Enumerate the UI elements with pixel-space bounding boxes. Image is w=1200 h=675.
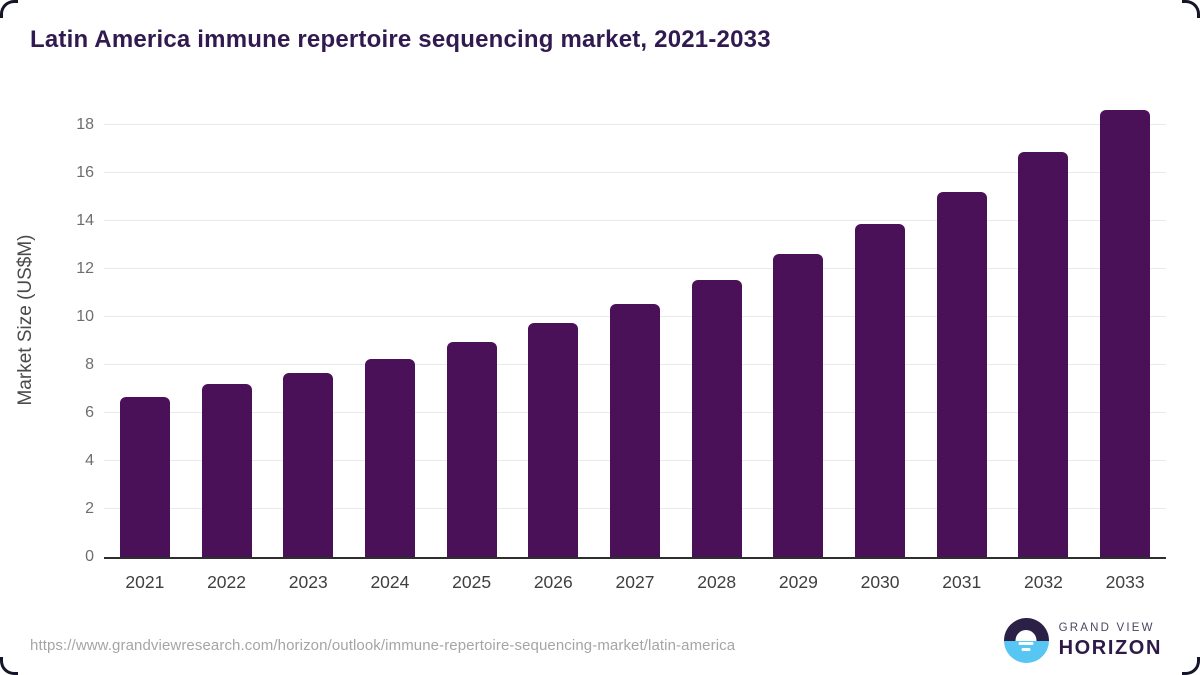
rounded-corner-top-left (0, 0, 18, 18)
plot-area (104, 96, 1166, 559)
x-axis-tick-labels: 2021 2022 2023 2024 2025 2026 2027 2028 2029 2030… (104, 572, 1166, 598)
x-tick-label: 2023 (288, 572, 328, 592)
bar-2026[interactable] (528, 322, 579, 557)
bar-2027[interactable] (610, 303, 660, 557)
footer: https://www.grandviewresearch.com/horizo… (0, 613, 1200, 675)
y-tick-label: 16 (76, 163, 94, 181)
y-tick-label: 8 (85, 355, 94, 373)
bar-2032[interactable] (1018, 152, 1069, 557)
x-tick-label: 2030 (860, 572, 900, 592)
logo-product-name: HORIZON (1058, 636, 1162, 659)
bar-2023[interactable] (283, 373, 334, 557)
bar-2031[interactable] (936, 192, 987, 557)
y-tick-label: 12 (76, 259, 94, 277)
y-tick-label: 18 (76, 115, 94, 133)
x-tick-label: 2032 (1023, 572, 1063, 592)
y-tick-label: 14 (76, 211, 94, 229)
x-tick-label: 2021 (125, 572, 165, 592)
bar-2022[interactable] (201, 384, 252, 557)
y-tick-label: 10 (76, 307, 94, 325)
x-tick-label: 2029 (778, 572, 818, 592)
x-tick-label: 2028 (697, 572, 737, 592)
logo-brand-name: GRAND VIEW (1058, 622, 1155, 635)
x-tick-label: 2024 (370, 572, 410, 592)
gridline (104, 267, 1166, 269)
bar-2025[interactable] (446, 342, 497, 557)
grand-view-horizon-logo: GRAND VIEW HORIZON (1003, 618, 1162, 663)
bar-2033[interactable] (1100, 110, 1151, 557)
logo-text: GRAND VIEW HORIZON (1059, 622, 1162, 659)
gridline (104, 171, 1166, 173)
bar-2021[interactable] (119, 397, 170, 557)
x-tick-label: 2025 (452, 572, 492, 592)
y-tick-label: 6 (85, 403, 94, 421)
logo-sky-half (1003, 618, 1049, 641)
x-tick-label: 2022 (207, 572, 246, 592)
logo-sea-half (1003, 640, 1049, 663)
source-url: https://www.grandviewresearch.com/horizo… (30, 637, 736, 654)
gridline (104, 123, 1166, 125)
bar-2028[interactable] (691, 279, 742, 557)
x-tick-label: 2026 (533, 572, 573, 592)
bar-2030[interactable] (855, 224, 906, 557)
y-axis-tick-labels: 0 2 4 6 8 10 12 14 16 18 (0, 96, 94, 564)
chart-title: Latin America immune repertoire sequenci… (30, 26, 771, 53)
logo-reflection-dash (1021, 647, 1031, 651)
rounded-corner-top-right (1182, 0, 1200, 18)
horizon-sunset-logo-icon (1003, 618, 1049, 663)
x-tick-label: 2031 (942, 572, 982, 592)
y-tick-label: 0 (85, 548, 94, 565)
y-tick-label: 2 (85, 499, 94, 517)
logo-reflection-dash (1018, 642, 1034, 646)
x-tick-label: 2033 (1105, 572, 1145, 592)
x-tick-label: 2027 (615, 572, 655, 592)
bar-2029[interactable] (773, 254, 824, 557)
gridline (104, 219, 1166, 221)
rounded-corner-bottom-right (1182, 657, 1200, 675)
logo-sun-icon (1015, 630, 1037, 641)
y-tick-label: 4 (85, 451, 94, 469)
rounded-corner-bottom-left (0, 657, 18, 675)
bar-2024[interactable] (364, 358, 415, 557)
